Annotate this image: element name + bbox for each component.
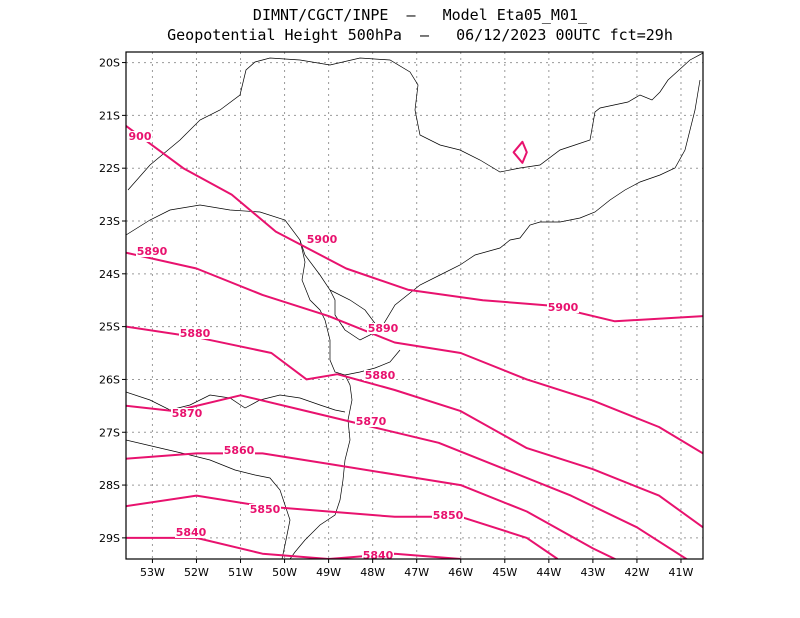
plot-frame	[126, 52, 703, 559]
lon-tick-label: 51W	[228, 566, 253, 579]
border-line	[705, 52, 710, 60]
contour-label: 5870	[356, 415, 387, 428]
lon-tick-label: 43W	[580, 566, 605, 579]
lon-tick-label: 45W	[492, 566, 517, 579]
contour-label: 5900	[548, 301, 579, 314]
lon-tick-label: 53W	[140, 566, 165, 579]
contour-label: 5840	[176, 526, 207, 539]
coastline-and-borders	[126, 52, 710, 559]
lat-tick-label: 26S	[99, 373, 120, 386]
contour-label: 5890	[368, 322, 399, 335]
contour-label: 5870	[172, 407, 203, 420]
lon-tick-label: 46W	[448, 566, 473, 579]
lon-tick-label: 48W	[360, 566, 385, 579]
lat-tick-label: 24S	[99, 268, 120, 281]
lon-tick-label: 47W	[404, 566, 429, 579]
contour-label: 5840	[363, 549, 394, 562]
border-line	[128, 52, 705, 190]
contour-label: 5850	[433, 509, 464, 522]
contour-5840	[126, 538, 461, 559]
lat-tick-label: 25S	[99, 321, 120, 334]
lat-tick-label: 20S	[99, 57, 120, 70]
border-line	[126, 80, 700, 340]
contour-label: 5890	[137, 245, 168, 258]
lon-tick-label: 42W	[624, 566, 649, 579]
lon-tick-label: 49W	[316, 566, 341, 579]
contour-label: 5880	[365, 369, 396, 382]
lat-tick-label: 22S	[99, 162, 120, 175]
lon-tick-label: 52W	[184, 566, 209, 579]
lat-tick-label: 23S	[99, 215, 120, 228]
contour-label-layer: 900 5890 5900 5900 5880 5890 5880 5870 5870 5860 5…	[128, 130, 580, 562]
lon-tick-label: 50W	[272, 566, 297, 579]
contour-5870	[126, 395, 703, 569]
contour-label: 900	[129, 130, 152, 143]
contour-lines	[126, 126, 703, 570]
lat-tick-label: 21S	[99, 109, 120, 122]
lat-tick-label: 28S	[99, 479, 120, 492]
contour-label: 5880	[180, 327, 211, 340]
contour-5900	[514, 142, 527, 163]
graticule	[126, 52, 703, 559]
lon-tick-label: 41W	[669, 566, 694, 579]
contour-label: 5900	[307, 233, 338, 246]
contour-label: 5860	[224, 444, 255, 457]
lon-tick-label: 44W	[536, 566, 561, 579]
lat-tick-label: 29S	[99, 532, 120, 545]
contour-5900	[126, 126, 703, 321]
lat-tick-label: 27S	[99, 426, 120, 439]
contour-5890	[126, 253, 703, 454]
contour-label: 5850	[250, 503, 281, 516]
